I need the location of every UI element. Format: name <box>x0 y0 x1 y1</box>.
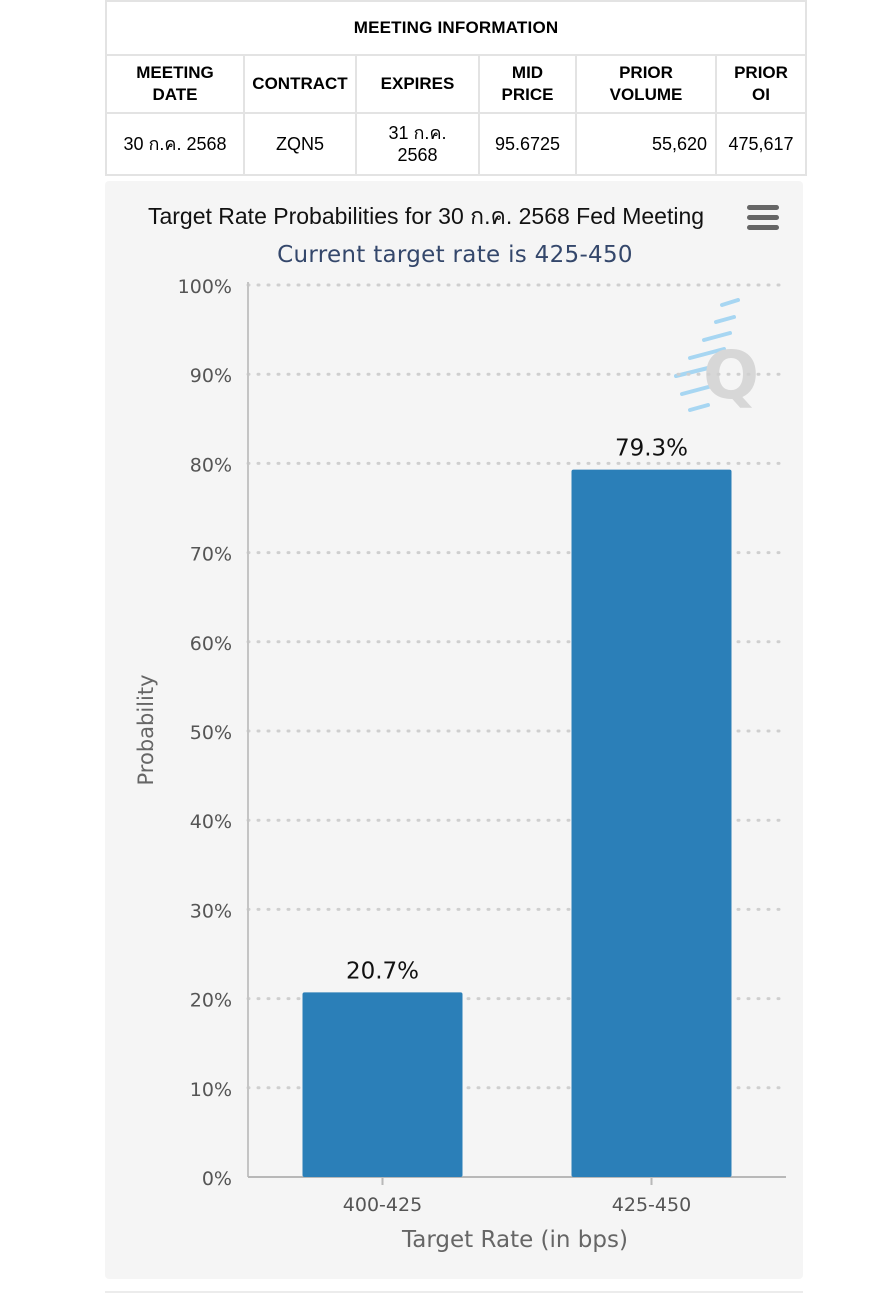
data-label: 79.3% <box>615 436 688 462</box>
x-tick-label: 425-450 <box>612 1194 691 1216</box>
bar-425-450[interactable] <box>571 469 732 1177</box>
header-mid-price: MID PRICE <box>478 54 577 114</box>
header-contract: CONTRACT <box>243 54 357 114</box>
cell-expires: 31 ก.ค. 2568 <box>355 112 480 176</box>
q-logo-icon: Q <box>674 298 759 414</box>
y-tick-label: 20% <box>190 990 232 1012</box>
header-meeting-date: MEETING DATE <box>105 54 245 114</box>
svg-text:Q: Q <box>703 337 759 414</box>
y-tick-label: 0% <box>202 1168 232 1190</box>
y-tick-label: 40% <box>190 811 232 833</box>
data-label: 20.7% <box>346 958 419 984</box>
cell-prior-oi: 475,617 <box>714 112 808 176</box>
chart-title: Target Rate Probabilities for 30 ก.ค. 25… <box>147 203 705 229</box>
table-row: 30 ก.ค. 2568 ZQN5 31 ก.ค. 2568 95.6725 55… <box>105 112 808 176</box>
hamburger-menu-icon[interactable] <box>747 205 779 231</box>
divider <box>105 1291 803 1293</box>
x-tick-label: 400-425 <box>343 1194 422 1216</box>
table-title: MEETING INFORMATION <box>104 0 808 56</box>
header-expires: EXPIRES <box>355 54 480 114</box>
y-tick-label: 70% <box>190 544 232 566</box>
header-prior-oi: PRIOR OI <box>714 54 808 114</box>
bar-400-425[interactable] <box>302 992 463 1177</box>
y-tick-label: 10% <box>190 1079 232 1101</box>
y-axis-title: Probability <box>134 674 158 785</box>
header-prior-volume: PRIOR VOLUME <box>575 54 717 114</box>
y-tick-label: 30% <box>190 900 232 922</box>
cell-mid-price: 95.6725 <box>478 112 577 176</box>
x-axis-title: Target Rate (in bps) <box>401 1227 628 1253</box>
y-tick-label: 60% <box>190 633 232 655</box>
y-tick-label: 50% <box>190 722 232 744</box>
cell-prior-volume: 55,620 <box>575 112 717 176</box>
y-tick-label: 90% <box>190 365 232 387</box>
cell-meeting-date: 30 ก.ค. 2568 <box>105 112 245 176</box>
meeting-information-table: MEETING INFORMATION MEETING DATE CONTRACT… <box>104 0 808 176</box>
chart-subtitle: Current target rate is 425-450 <box>277 242 633 268</box>
y-tick-label: 100% <box>178 276 232 298</box>
cell-contract: ZQN5 <box>243 112 357 176</box>
y-tick-label: 80% <box>190 454 232 476</box>
